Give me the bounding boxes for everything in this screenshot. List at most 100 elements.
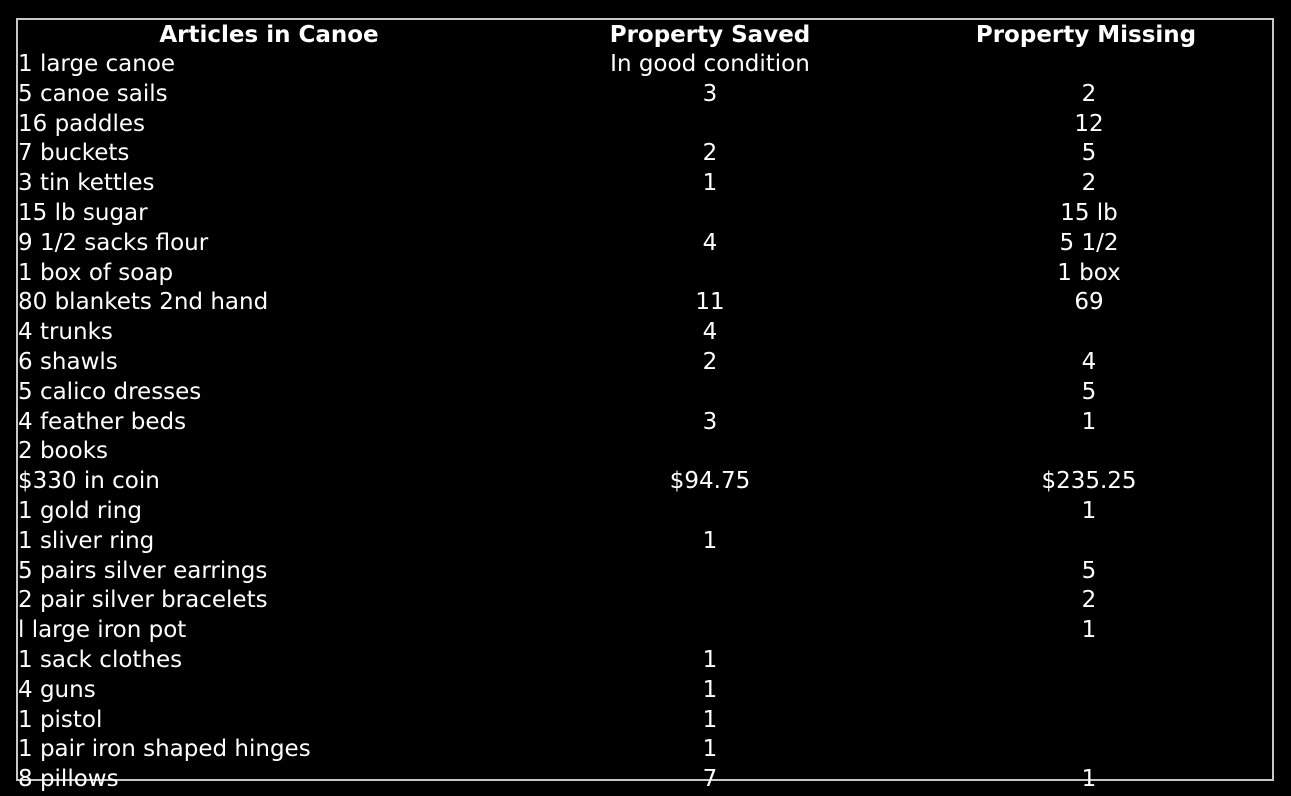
saved-cell: 2 (702, 348, 718, 375)
missing-cell: 1 (1081, 408, 1097, 435)
missing-cell: $235.25 (1041, 468, 1137, 495)
missing-cell: 2 (1081, 587, 1097, 614)
article-cell: 16 paddles (18, 110, 145, 137)
table-row: 2 books (18, 437, 1272, 467)
article-cell: 2 books (18, 438, 108, 465)
article-cell: 15 lb sugar (18, 199, 148, 226)
article-cell: l large iron pot (18, 617, 187, 644)
saved-cell: $94.75 (669, 468, 751, 495)
missing-cell: 5 (1081, 378, 1097, 405)
table-row: 4 trunks 4 (18, 318, 1272, 348)
saved-cell: 2 (702, 140, 718, 167)
article-cell: 1 gold ring (18, 497, 142, 524)
table-row: 1 large canoe In good condition (18, 50, 1272, 80)
saved-cell (520, 110, 900, 140)
table-row: 5 calico dresses 5 (18, 378, 1272, 408)
missing-cell: 1 (1081, 617, 1097, 644)
missing-cell (900, 735, 1272, 765)
missing-cell (900, 527, 1272, 557)
missing-cell: 5 1/2 (1059, 229, 1119, 256)
table-row: 1 sack clothes 1 (18, 646, 1272, 676)
article-cell: 1 pair iron shaped hinges (18, 736, 311, 763)
saved-cell: 1 (702, 706, 718, 733)
missing-cell: 69 (1074, 289, 1104, 316)
missing-cell: 2 (1081, 80, 1097, 107)
article-cell: 1 sack clothes (18, 646, 183, 673)
missing-cell (900, 437, 1272, 467)
article-cell: 4 guns (18, 676, 96, 703)
missing-cell (900, 318, 1272, 348)
table-row: 9 1/2 sacks flour 4 5 1/2 (18, 229, 1272, 259)
table-row: l large iron pot 1 (18, 616, 1272, 646)
article-cell: 7 buckets (18, 140, 130, 167)
article-cell: 1 pistol (18, 706, 103, 733)
saved-cell: 1 (702, 676, 718, 703)
article-cell: 6 shawls (18, 348, 118, 375)
column-header-articles: Articles in Canoe (159, 22, 379, 48)
article-cell: 8 pillows (18, 766, 119, 793)
column-header-missing: Property Missing (975, 22, 1197, 48)
table-row: 80 blankets 2nd hand 11 69 (18, 288, 1272, 318)
table-row: 2 pair silver bracelets 2 (18, 586, 1272, 616)
table-frame (16, 18, 1274, 781)
table-row: 5 pairs silver earrings 5 (18, 557, 1272, 587)
table-row: 1 pistol 1 (18, 706, 1272, 736)
saved-cell (520, 378, 900, 408)
saved-cell: 1 (702, 736, 718, 763)
article-cell: 1 box of soap (18, 259, 174, 286)
article-cell: 4 trunks (18, 319, 113, 346)
table-row: 15 lb sugar 15 lb (18, 199, 1272, 229)
missing-cell: 15 lb (1060, 199, 1118, 226)
missing-cell: 2 (1081, 170, 1097, 197)
article-cell: $330 in coin (18, 468, 160, 495)
saved-cell: 1 (702, 646, 718, 673)
saved-cell (520, 199, 900, 229)
inventory-table: Articles in Canoe Property Saved Propert… (18, 20, 1272, 795)
table-row: 1 gold ring 1 (18, 497, 1272, 527)
saved-cell: 1 (702, 170, 718, 197)
article-cell: 80 blankets 2nd hand (18, 289, 269, 316)
missing-cell: 4 (1081, 348, 1097, 375)
article-cell: 4 feather beds (18, 408, 187, 435)
article-cell: 5 calico dresses (18, 378, 202, 405)
saved-cell: 7 (702, 766, 718, 793)
table-row: 1 pair iron shaped hinges 1 (18, 735, 1272, 765)
missing-cell (900, 50, 1272, 80)
saved-cell (520, 557, 900, 587)
article-cell: 3 tin kettles (18, 170, 155, 197)
saved-cell: 1 (702, 527, 718, 554)
missing-cell: 1 (1081, 766, 1097, 793)
saved-cell: 11 (695, 289, 725, 316)
table-row: 7 buckets 2 5 (18, 139, 1272, 169)
saved-cell (520, 437, 900, 467)
saved-cell: 3 (702, 80, 718, 107)
column-header-saved: Property Saved (609, 22, 811, 48)
missing-cell: 5 (1081, 140, 1097, 167)
missing-cell (900, 676, 1272, 706)
saved-cell (520, 586, 900, 616)
missing-cell: 1 (1081, 497, 1097, 524)
table-row: 4 feather beds 3 1 (18, 408, 1272, 438)
saved-cell (520, 259, 900, 289)
table-row: 8 pillows 7 1 (18, 765, 1272, 795)
table-row: 16 paddles 12 (18, 110, 1272, 140)
saved-cell: 4 (702, 229, 718, 256)
saved-cell: In good condition (610, 51, 810, 77)
header-row: Articles in Canoe Property Saved Propert… (18, 20, 1272, 50)
table-row: 1 box of soap 1 box (18, 259, 1272, 289)
missing-cell (900, 706, 1272, 736)
article-cell: 2 pair silver bracelets (18, 587, 268, 614)
saved-cell (520, 497, 900, 527)
saved-cell: 3 (702, 408, 718, 435)
table-row: 3 tin kettles 1 2 (18, 169, 1272, 199)
article-cell: 1 sliver ring (18, 527, 155, 554)
missing-cell: 12 (1074, 110, 1104, 137)
table-row: 6 shawls 2 4 (18, 348, 1272, 378)
missing-cell: 5 (1081, 557, 1097, 584)
table-row: $330 in coin $94.75 $235.25 (18, 467, 1272, 497)
table-row: 1 sliver ring 1 (18, 527, 1272, 557)
table-row: 5 canoe sails 3 2 (18, 80, 1272, 110)
saved-cell: 4 (702, 319, 718, 346)
missing-cell (900, 646, 1272, 676)
article-cell: 1 large canoe (18, 51, 176, 77)
